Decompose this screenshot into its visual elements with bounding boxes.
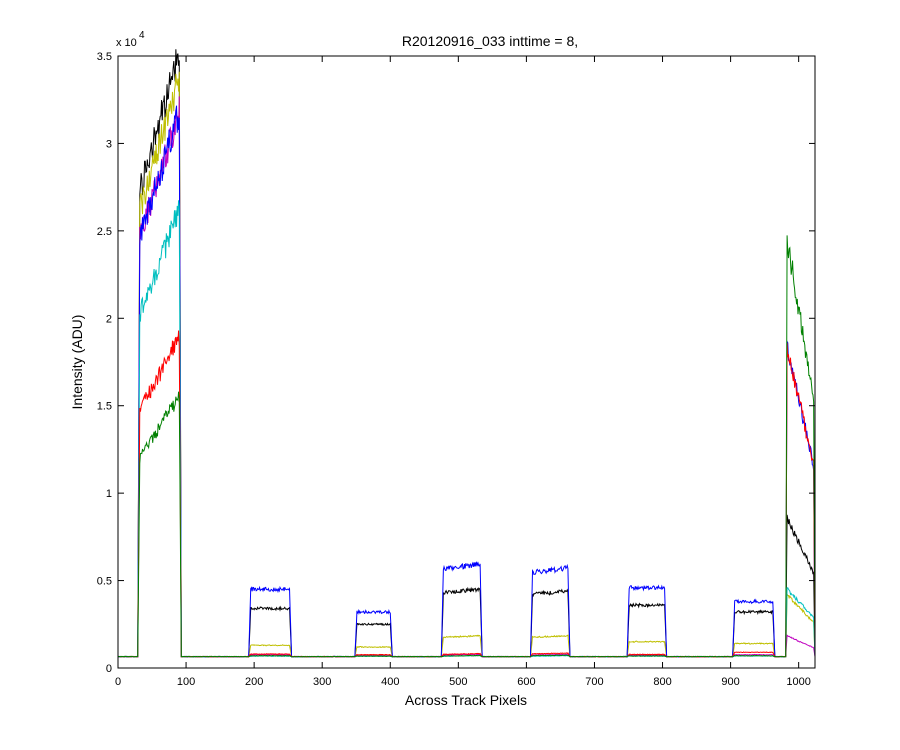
y-multiplier-base: x 10 [116,37,137,49]
x-tick-label: 300 [313,676,331,688]
x-tick-label: 400 [381,676,399,688]
x-tick-label: 700 [585,676,603,688]
x-tick-label: 500 [449,676,467,688]
x-tick-label: 0 [115,676,121,688]
tick-layer: 0 100 200 300 400 500 600 700 800 900 1000 0 0.5 1 1.5… [97,51,815,688]
x-tick-label: 1000 [786,676,810,688]
y-tick-label: 3.5 [97,51,112,63]
y-tick-label: 2.5 [97,226,112,238]
y-tick-label: 1.5 [97,401,112,413]
y-tick-label: 0.5 [97,576,112,588]
y-tick-label: 1 [106,488,112,500]
y-tick-label: 0 [106,663,112,675]
y-multiplier-exponent: 4 [139,30,145,41]
y-tick-label: 3 [106,138,112,150]
y-tick-label: 2 [106,313,112,325]
x-tick-label: 600 [517,676,535,688]
series-layer [117,49,816,658]
chart-title: R20120916_033 inttime = 8, [402,33,578,49]
plot-frame [117,55,816,669]
x-tick-label: 900 [721,676,739,688]
series-line [117,235,816,658]
y-axis-label: Intensity (ADU) [69,315,85,410]
x-tick-label: 200 [245,676,263,688]
x-tick-label: 100 [177,676,195,688]
x-axis-label: Across Track Pixels [405,692,527,708]
x-tick-label: 800 [653,676,671,688]
